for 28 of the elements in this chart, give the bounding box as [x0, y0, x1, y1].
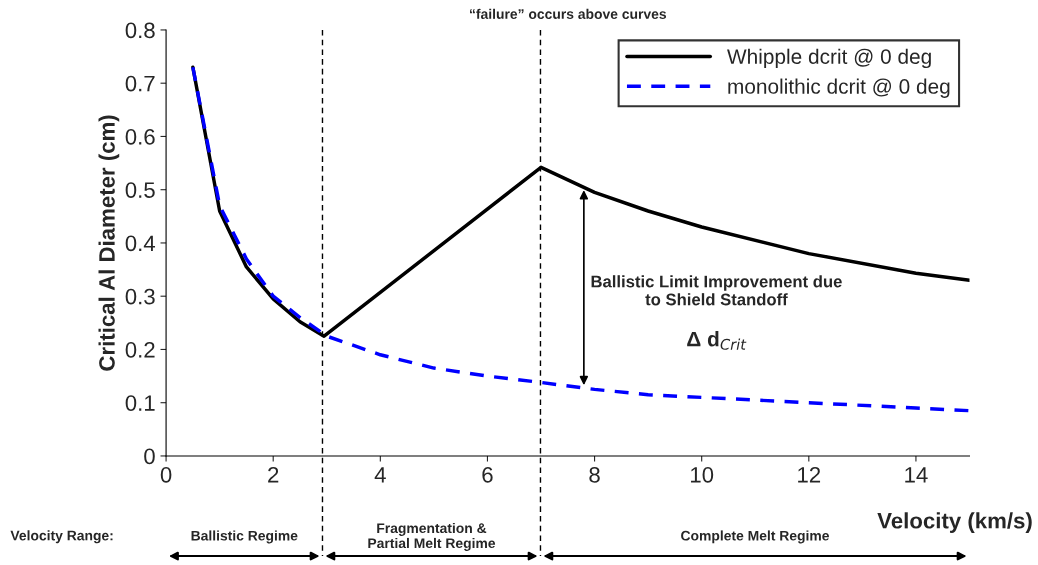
x-tick-label: 12 [798, 466, 821, 483]
x-tick-label: 14 [905, 467, 928, 483]
x-tick-label: 8 [589, 466, 600, 483]
text: Complete Melt Regime [681, 530, 829, 544]
x-tick-label: 10 [691, 466, 714, 483]
annotation: Ballistic Limit Improvement due to Shield Standoff [591, 275, 842, 306]
y-tick-label: 0.8 [125, 22, 155, 39]
x-tick-label: 0 [160, 466, 172, 483]
y-tick-label: 0 [144, 448, 155, 465]
text: Velocity Range: [10, 530, 113, 544]
y-tick-label: 0.1 [125, 395, 155, 411]
y-tick-label: 0.5 [125, 182, 155, 198]
x-tick-label: 2 [268, 466, 279, 483]
y-tick-label: 0.3 [125, 288, 155, 305]
legend-label: Whipple dcrit @ 0 deg [727, 48, 931, 69]
y-tick-label: 0.2 [125, 341, 155, 358]
x-tick-label: 4 [374, 467, 386, 483]
text: Fragmentation & Partial Melt Regime [368, 522, 496, 551]
y-tick-label: 0.4 [125, 235, 156, 252]
y-tick-label: 0.7 [125, 75, 155, 92]
annotation: Δ d$_{Crit}$ [687, 331, 747, 350]
text: Ballistic Regime [191, 530, 298, 544]
x-tick-label: 6 [482, 466, 493, 483]
chart-title: “failure” occurs above curves [470, 8, 667, 19]
y-axis-title: Critical Al Diameter (cm) [98, 115, 120, 371]
y-tick-label: 0.6 [125, 128, 155, 145]
x-axis-title: Velocity (km/s) [877, 512, 1032, 533]
legend-label: monolithic dcrit @ 0 deg [728, 78, 950, 98]
